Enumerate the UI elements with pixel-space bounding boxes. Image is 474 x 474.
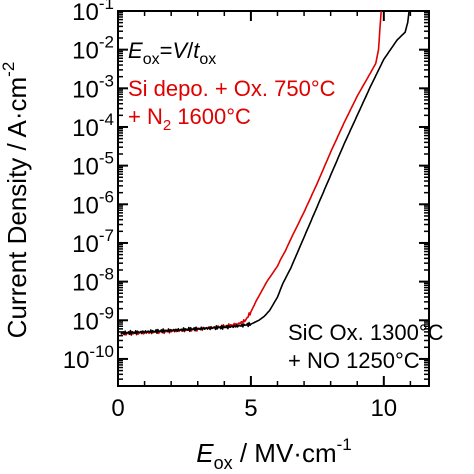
black-series-line (120, 10, 410, 336)
y-tick-label: 10-5 (72, 149, 114, 181)
series-group (120, 10, 410, 337)
y-tick-label: 10-4 (72, 110, 114, 142)
ticks (117, 10, 429, 387)
y-tick-label: 10-9 (72, 303, 114, 335)
formula-annotation: Eox=V/tox (128, 38, 216, 68)
y-tick-label: 10-6 (72, 187, 114, 219)
x-axis-title: Eox / MV·cm-1 (196, 435, 351, 473)
y-tick-label: 10-7 (72, 226, 114, 258)
x-tick-label: 5 (244, 395, 257, 422)
red-series-label-line1: Si depo. + Ox. 750°C (128, 76, 336, 101)
red-series-label-line2: + N2 1600°C (128, 104, 251, 134)
x-tick-label: 0 (111, 395, 124, 422)
y-axis-title: Current Density / A·cm-2 (0, 62, 32, 339)
red-series-line (120, 10, 382, 337)
black-series-label-line1: SiC Ox. 1300°C (288, 320, 444, 345)
y-tick-label: 10-2 (72, 33, 114, 65)
plot-frame (117, 10, 430, 387)
y-tick-label: 10-8 (72, 265, 114, 297)
tick-labels: 10-1 10-2 10-3 10-4 10-5 10-6 10-7 10-8 10-9 10-1… (63, 0, 397, 422)
y-tick-label: 10-10 (63, 342, 114, 374)
black-series-label-line2: + NO 1250°C (288, 348, 420, 373)
y-tick-label: 10-3 (72, 71, 114, 103)
y-tick-label: 10-1 (72, 0, 114, 26)
x-tick-label: 10 (370, 395, 397, 422)
